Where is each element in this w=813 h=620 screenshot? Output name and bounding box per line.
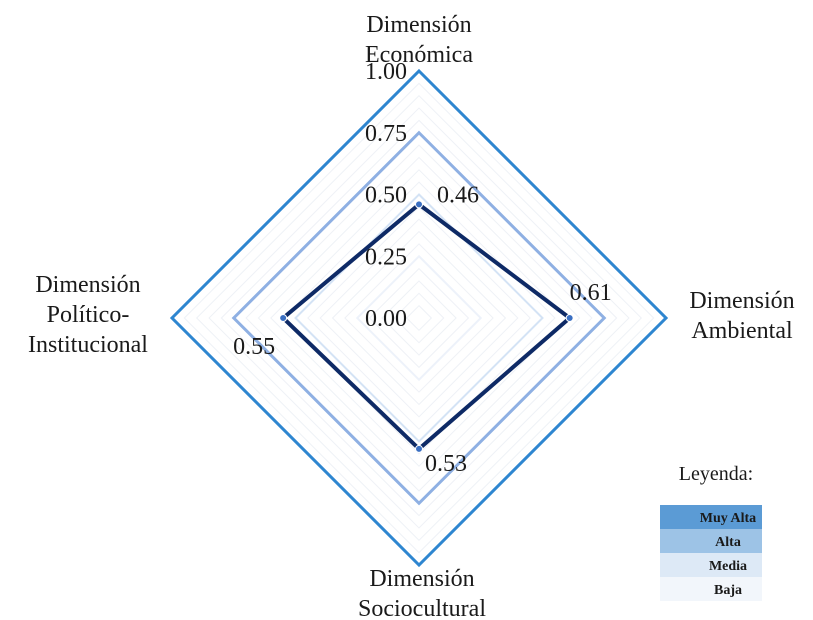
data-point-3	[415, 444, 423, 453]
grid-ring	[307, 206, 531, 430]
value-label: 0.53	[425, 451, 467, 477]
grid-ring	[220, 119, 618, 517]
axis-label-line: Político-	[47, 302, 130, 328]
legend-swatch	[660, 577, 762, 601]
band-ring-media	[294, 193, 544, 443]
axis-label-line: Dimensión	[35, 272, 140, 298]
axis-label-line: Institucional	[28, 332, 148, 358]
legend-swatch	[660, 529, 762, 553]
grid-ring	[405, 304, 433, 332]
value-label: 0.46	[437, 182, 479, 208]
band-layer	[169, 68, 669, 568]
grid-ring	[344, 243, 494, 393]
grid-ring	[270, 169, 568, 467]
tick-label: 1.00	[365, 59, 407, 85]
axis-label-line: Económica	[365, 42, 473, 68]
data-point-1	[415, 200, 423, 209]
grid-ring	[319, 218, 519, 418]
grid-ring	[282, 181, 556, 455]
grid-ring	[208, 107, 630, 529]
tick-label: 0.25	[365, 244, 407, 270]
tick-label: 0.75	[365, 121, 407, 147]
grid-ring	[183, 82, 655, 554]
value-label: 0.61	[570, 280, 612, 306]
band-ring-alta	[231, 130, 607, 506]
grid-ring	[381, 280, 457, 356]
data-point-4	[279, 314, 288, 322]
legend-entry: Alta	[715, 535, 741, 550]
legend-swatch	[660, 505, 762, 529]
series-layer	[279, 200, 574, 453]
axis-label-line: Dimensión	[689, 288, 794, 314]
tick-label: 0.50	[365, 183, 407, 209]
axis-label-line: Sociocultural	[358, 596, 486, 620]
value-label: 0.55	[233, 334, 275, 360]
axis-label: Dimensión Sociocultural	[358, 566, 486, 620]
grid-ring	[368, 267, 470, 369]
band-ring-baja	[355, 254, 483, 382]
grid-ring	[195, 94, 643, 542]
axis-label: Dimensión Político- Institucional	[28, 272, 148, 358]
grid-layer	[183, 82, 655, 554]
tick-labels: 0.00 0.25 0.50 0.75 1.00	[365, 59, 407, 332]
axis-label-line: Dimensión	[369, 566, 474, 592]
grid-ring	[393, 292, 445, 344]
axis-label-line: Ambiental	[691, 318, 793, 344]
legend: Leyenda: Muy Alta Alta Media Baja	[660, 463, 762, 601]
legend-entry: Muy Alta	[700, 511, 756, 526]
legend-entry: Baja	[714, 583, 742, 598]
data-point-2	[565, 314, 574, 322]
grid-ring	[331, 230, 507, 406]
tick-label: 0.00	[365, 306, 407, 332]
legend-title: Leyenda:	[679, 463, 753, 485]
grid-ring	[245, 144, 593, 492]
grid-ring	[257, 156, 581, 480]
legend-entry: Media	[709, 559, 747, 574]
legend-swatch	[660, 553, 762, 577]
axis-label-line: Dimensión	[366, 12, 471, 38]
axis-label: Dimensión Ambiental	[689, 288, 794, 344]
value-labels: 0.46 0.61 0.53 0.55	[233, 182, 612, 477]
band-ring-muy-alta	[169, 68, 669, 568]
axis-label: Dimensión Económica	[365, 12, 473, 68]
